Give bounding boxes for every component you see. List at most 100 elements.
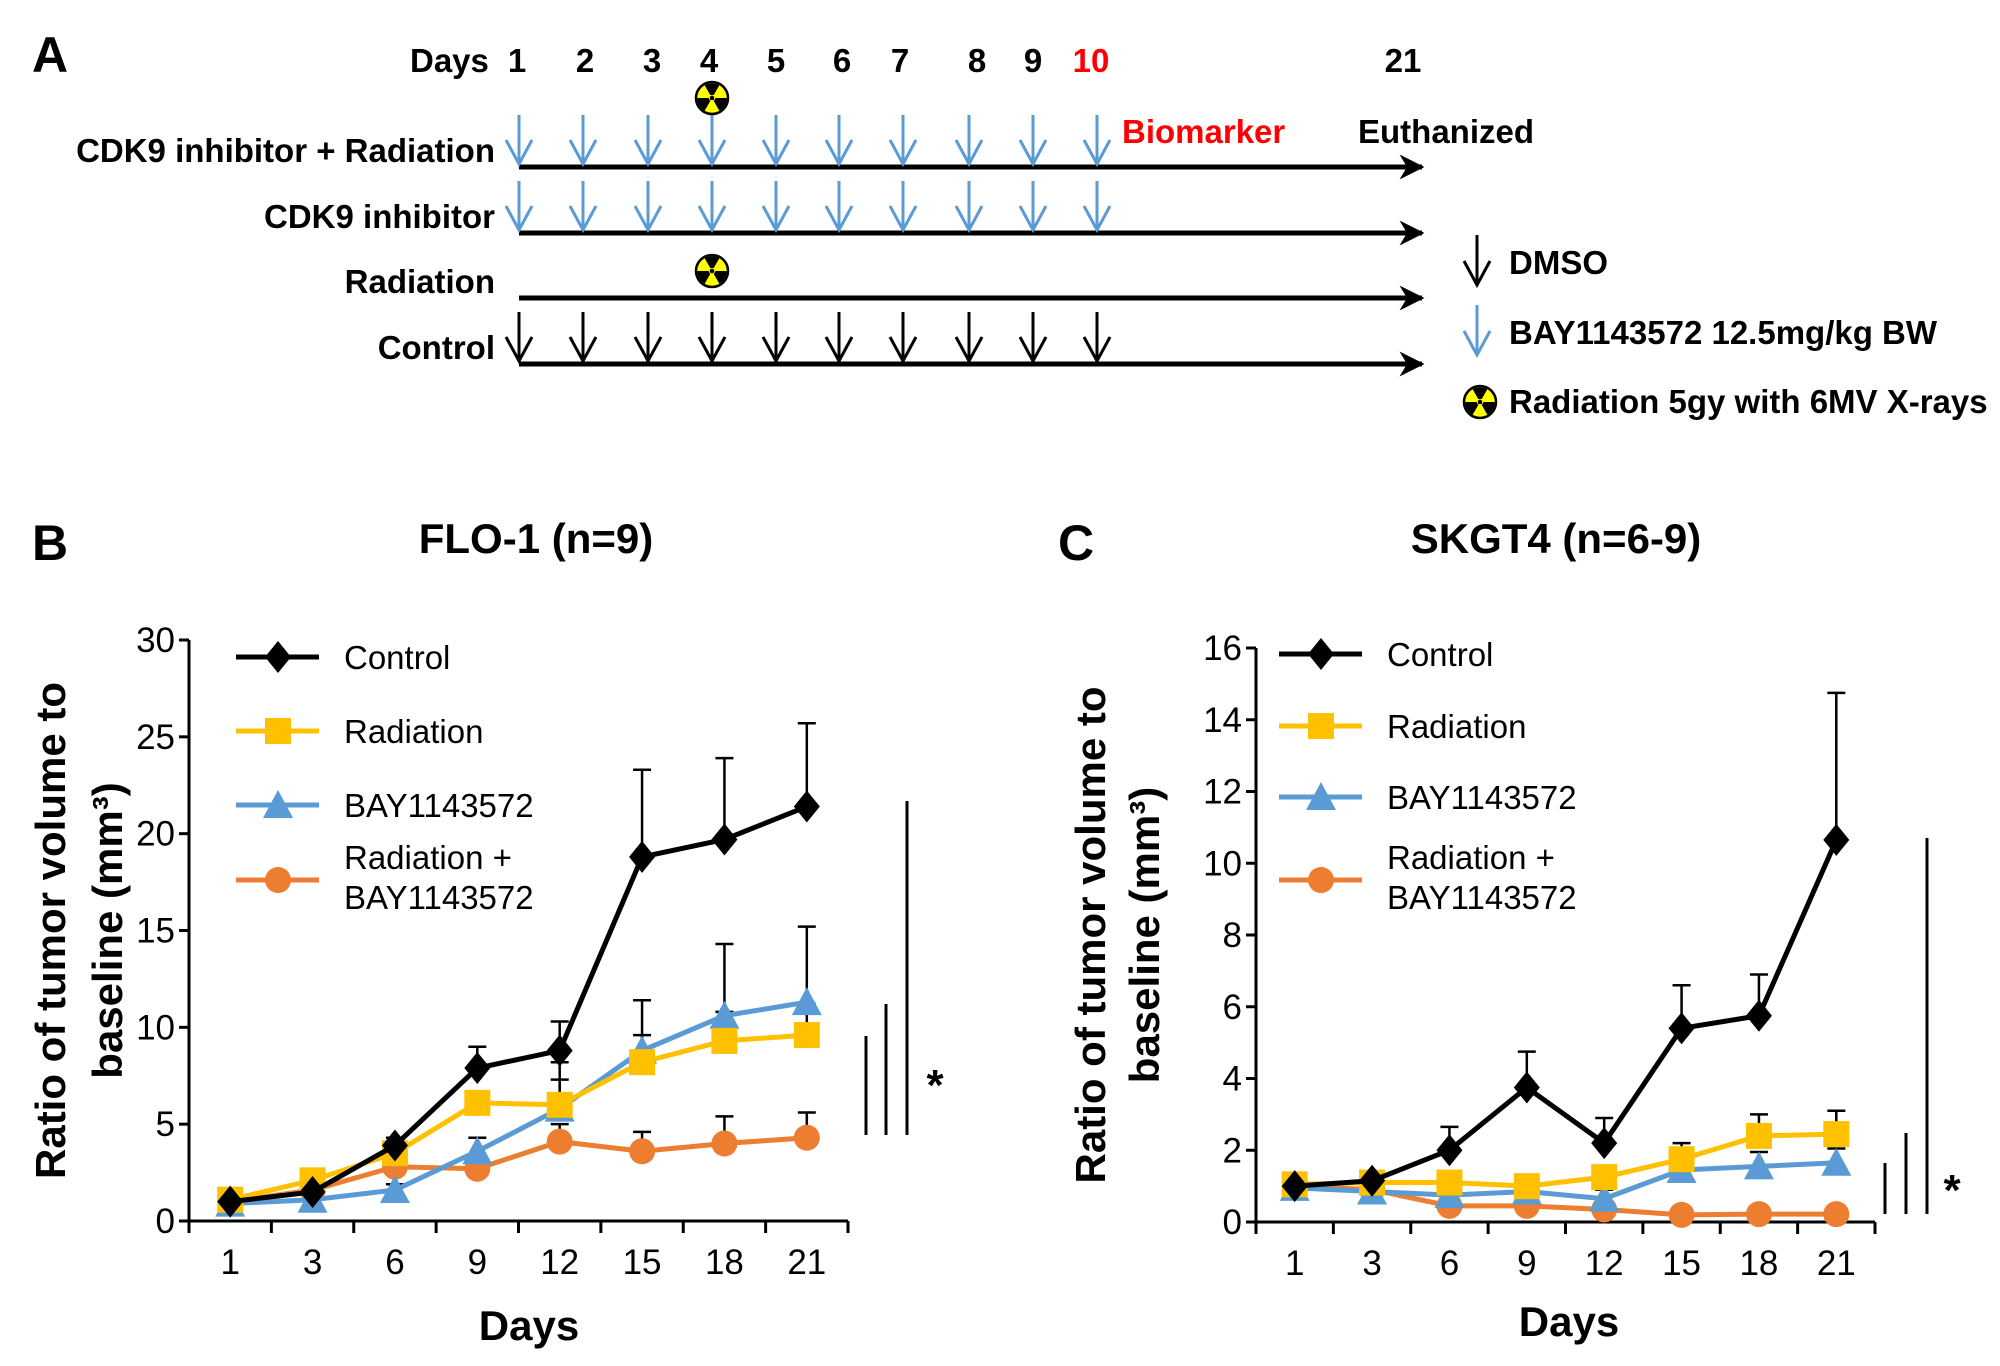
data-point-triangle <box>462 1136 493 1165</box>
legend-label: BAY1143572 <box>344 787 534 824</box>
radiation-center <box>709 95 715 101</box>
arrow-head <box>1082 336 1112 365</box>
data-point-diamond <box>1436 1134 1463 1167</box>
arrow-head <box>824 139 854 168</box>
x-tick-label: 18 <box>1739 1244 1778 1283</box>
legend-label: BAY1143572 12.5mg/kg BW <box>1509 314 1938 351</box>
y-tick-label: 12 <box>1203 773 1242 812</box>
x-tick-label: 15 <box>1662 1244 1701 1283</box>
x-tick-label: 6 <box>1440 1244 1459 1283</box>
data-point-diamond <box>1281 1170 1308 1203</box>
data-point-diamond <box>711 823 738 856</box>
bay-arrow-icon <box>824 181 854 234</box>
significance-asterisk: * <box>1943 1166 1961 1215</box>
data-point-square <box>265 718 291 744</box>
x-tick-label: 1 <box>220 1243 239 1282</box>
day-number: 5 <box>767 42 785 79</box>
day-number: 3 <box>643 42 661 79</box>
radiation-blade <box>1465 402 1479 415</box>
day-number: 10 <box>1073 42 1110 79</box>
arrow-head <box>1082 205 1112 234</box>
data-point-diamond <box>629 840 656 873</box>
y-tick-label: 5 <box>156 1105 175 1144</box>
data-point-diamond <box>1359 1164 1386 1197</box>
day-number: 9 <box>1024 42 1042 79</box>
panel-a-letter: A <box>32 27 68 83</box>
radiation-blade <box>713 271 727 284</box>
legend-item: BAY1143572 <box>1279 779 1577 816</box>
arrow-head <box>1018 205 1048 234</box>
bay-arrow-icon <box>697 181 727 234</box>
data-point-diamond <box>1745 999 1772 1032</box>
arrow-head <box>1462 260 1492 289</box>
x-tick-label: 3 <box>1362 1244 1381 1283</box>
arrow-head <box>1018 139 1048 168</box>
radiation-icon <box>694 253 730 289</box>
arrow-head <box>888 139 918 168</box>
bay-arrow-icon <box>504 115 534 168</box>
data-point-circle <box>265 867 291 893</box>
data-point-diamond <box>299 1175 326 1208</box>
legend-label: Radiation 5gy with 6MV X-rays <box>1509 383 1988 420</box>
data-point-circle <box>793 1124 820 1151</box>
schedule-row: CDK9 inhibitor + Radiation <box>76 115 1425 180</box>
row-label: Radiation <box>345 263 495 300</box>
euthanized-label: Euthanized <box>1358 113 1534 150</box>
arrow-head <box>504 336 534 365</box>
legend-item: Radiation <box>236 713 483 750</box>
day-number: 7 <box>891 42 909 79</box>
series-line <box>230 999 808 1207</box>
radiation-blade <box>704 83 720 95</box>
dmso-arrow-icon <box>888 312 918 365</box>
data-point-triangle <box>1821 1147 1852 1176</box>
arrow-head <box>697 205 727 234</box>
day-number: 6 <box>833 42 851 79</box>
x-tick-label: 6 <box>385 1243 404 1282</box>
arrow-head <box>697 336 727 365</box>
data-point-square <box>546 1091 573 1118</box>
legend-label: BAY1143572 <box>1387 779 1577 816</box>
x-tick-label: 21 <box>787 1243 826 1282</box>
day-numbers: 1 2 3 4 5 6 7 8 9 10 21 <box>508 42 1422 79</box>
data-point-square <box>464 1089 491 1116</box>
data-point-circle <box>546 1128 573 1155</box>
y-tick-label: 16 <box>1203 629 1242 668</box>
arrow-head <box>954 336 984 365</box>
dmso-arrow-icon <box>1018 312 1048 365</box>
data-point-circle <box>1668 1201 1695 1228</box>
panel-c-chart: C SKGT4 (n=6-9) 0 2 4 6 8 10 12 14 16 1 3 6 9 12 15 18 21 D… <box>1058 515 1961 1345</box>
x-tick-label: 9 <box>468 1243 487 1282</box>
panel-b-chart: B FLO-1 (n=9) 0 5 10 15 20 25 30 1 3 6 9 12 15 18 21 Days… <box>27 515 944 1349</box>
y-tick-label: 0 <box>156 1202 175 1241</box>
y-tick-label: 10 <box>136 1008 175 1047</box>
y-tick-label: 20 <box>136 815 175 854</box>
bay-arrow-icon <box>504 181 534 234</box>
legend-item: Control <box>236 639 450 676</box>
y-axis-title: Ratio of tumor volume to <box>1067 687 1114 1184</box>
arrow-head <box>568 336 598 365</box>
row-label: CDK9 inhibitor + Radiation <box>76 132 495 169</box>
bay-arrow-icon <box>697 115 727 168</box>
dmso-arrow-icon <box>504 312 534 365</box>
legend-label: Control <box>344 639 450 676</box>
legend-item: BAY1143572 <box>236 787 534 824</box>
data-point-square <box>1436 1169 1463 1196</box>
y-tick-label: 25 <box>136 718 175 757</box>
schedule-row: Control <box>378 312 1425 377</box>
radiation-icon <box>694 80 730 116</box>
dmso-arrow-icon <box>1082 312 1112 365</box>
bay-arrow-icon <box>954 181 984 234</box>
panel-letter: B <box>32 515 68 571</box>
arrow-head <box>761 205 791 234</box>
data-point-diamond <box>381 1129 408 1162</box>
x-tick-label: 15 <box>623 1243 662 1282</box>
bay-arrow-icon <box>633 115 663 168</box>
day-number: 1 <box>508 42 526 79</box>
y-tick-label: 10 <box>1203 844 1242 883</box>
bay-arrow-icon <box>1082 181 1112 234</box>
data-point-triangle <box>709 1000 740 1029</box>
legend-label: BAY1143572 <box>344 879 534 916</box>
data-point-square <box>1745 1122 1772 1149</box>
days-label: Days <box>410 42 489 79</box>
legend-label: Radiation <box>344 713 483 750</box>
